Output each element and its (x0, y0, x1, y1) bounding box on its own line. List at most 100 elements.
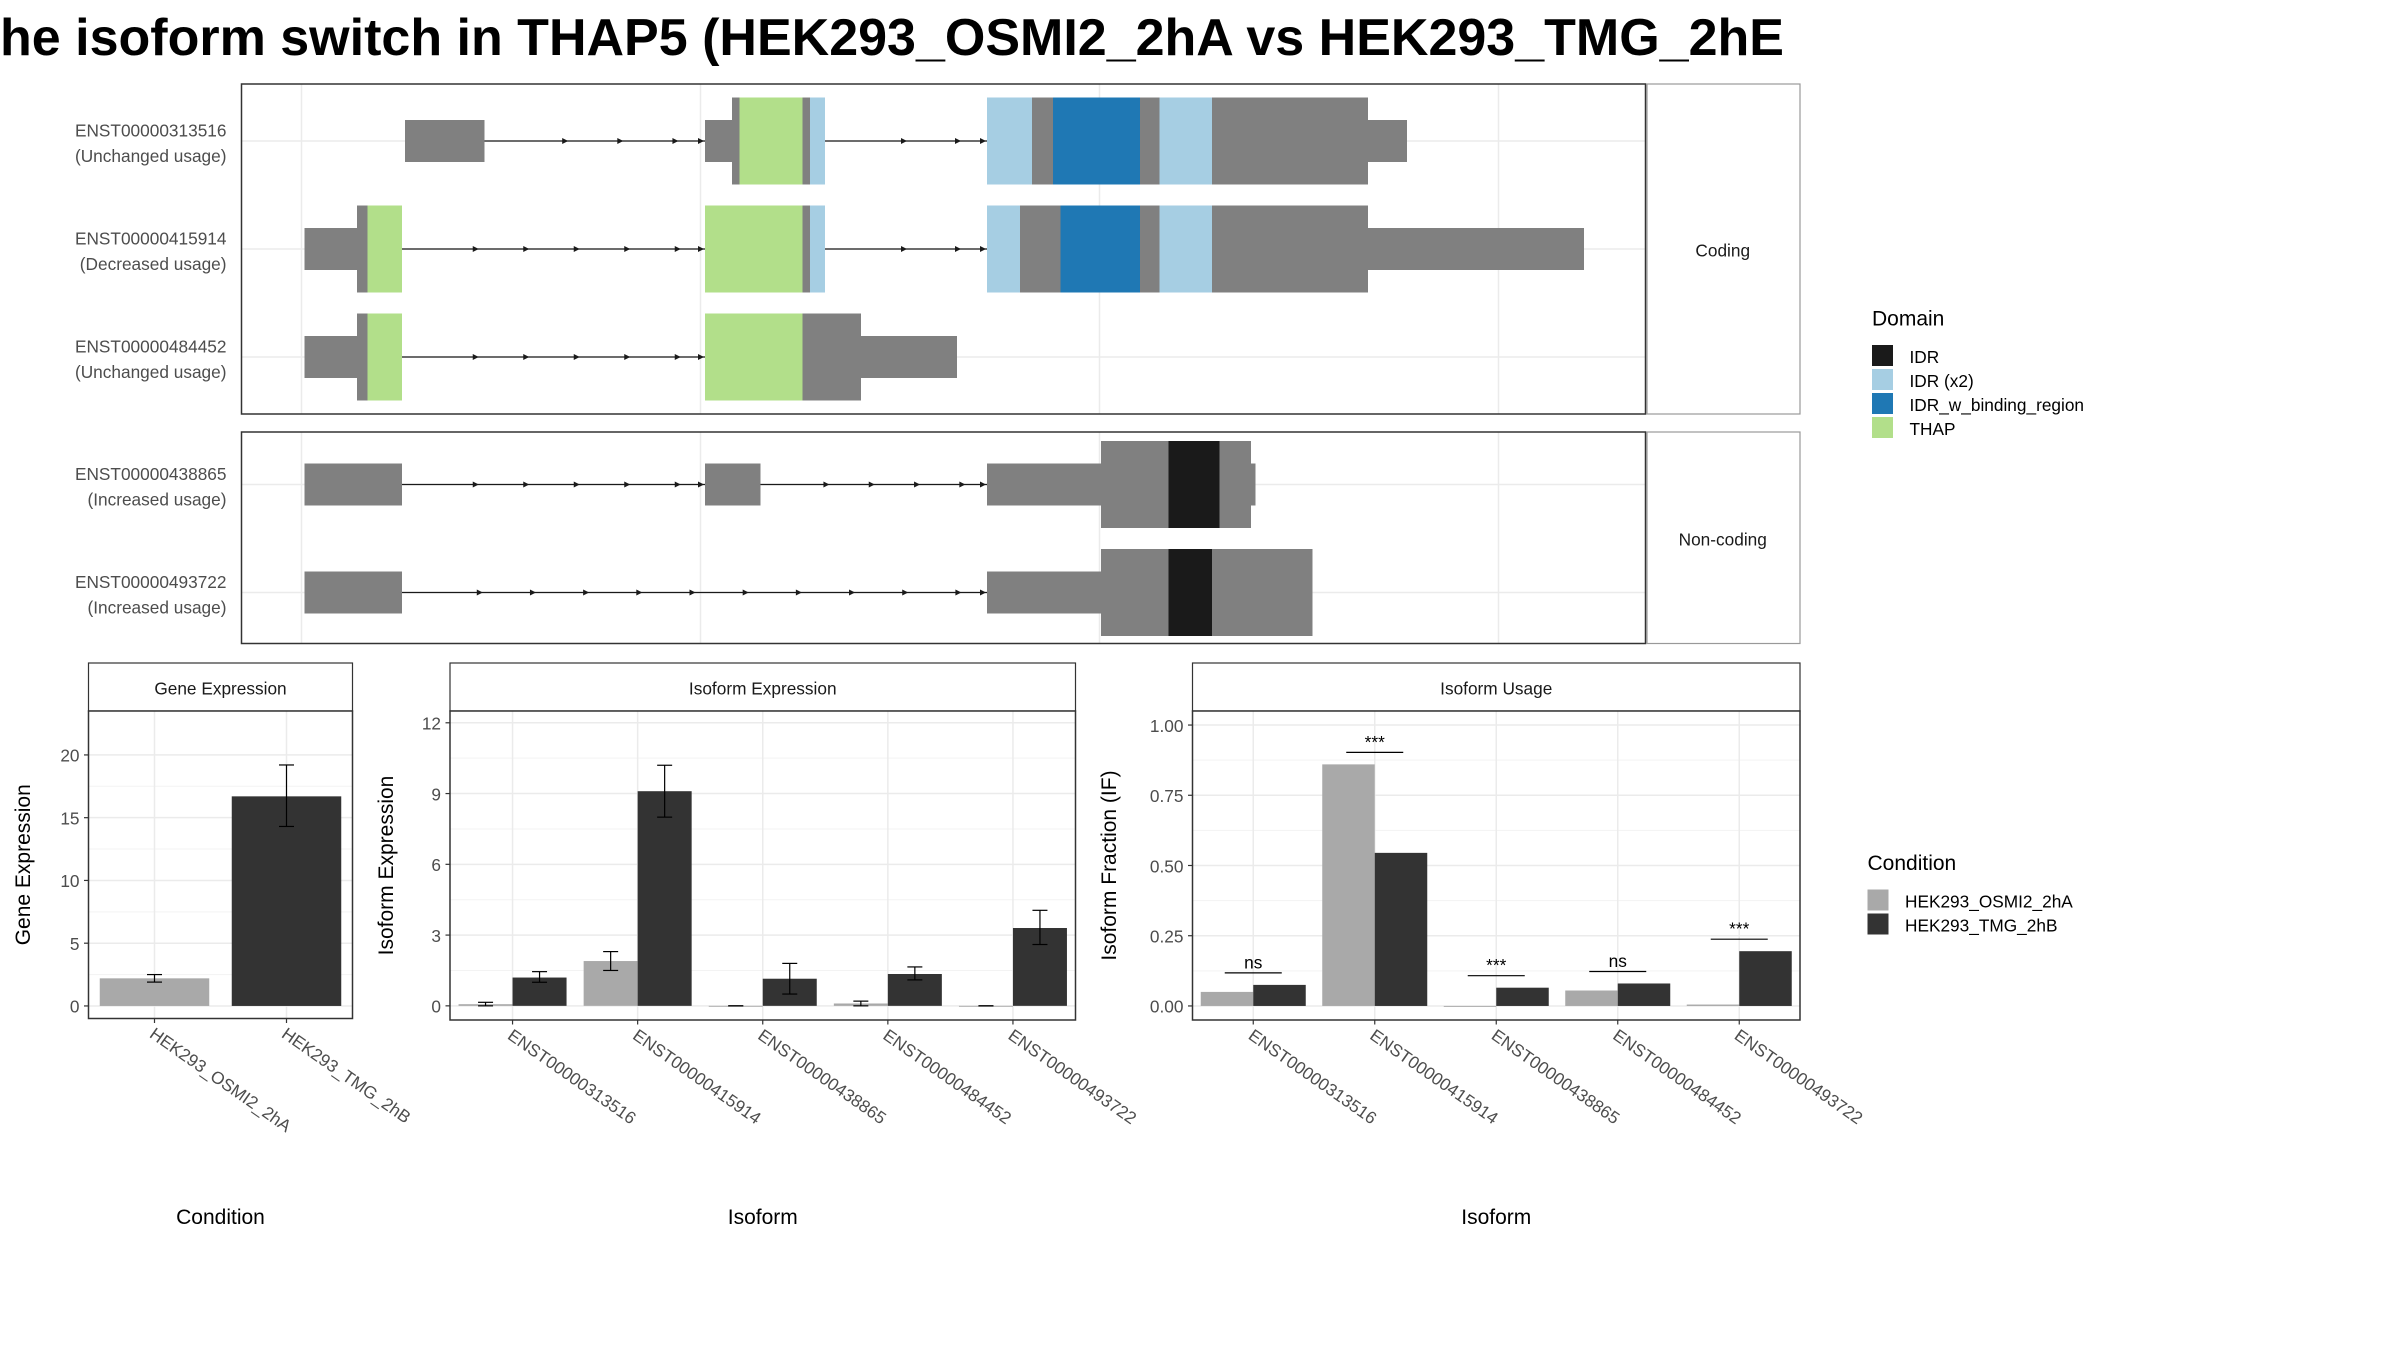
significance-label: ns (1244, 952, 1262, 972)
intron-arrow (523, 246, 530, 252)
intron-arrow (823, 481, 830, 488)
intron-arrow (698, 481, 704, 488)
intron-arrow (674, 481, 681, 488)
intron-arrow (959, 481, 966, 488)
intron-arrow (914, 481, 921, 488)
x-tick-label: ENST00000438865 (754, 1025, 890, 1128)
noncoding-exon (1368, 228, 1584, 270)
domain-thap (705, 313, 803, 401)
panel-strip (1191, 662, 1801, 712)
panel-border (240, 83, 1647, 415)
bar (1443, 1005, 1497, 1007)
isoform-structure-plot: Coding ENST00000313516(Unchanged usage) EN… (75, 83, 1801, 645)
intron-arrow (698, 138, 704, 144)
y-tick-label: 0 (431, 997, 441, 1017)
domain-idr-x2 (1159, 205, 1212, 293)
panel-strip (87, 662, 354, 712)
noncoding-exon (861, 336, 957, 378)
intron-arrow (672, 138, 679, 144)
intron-arrow (849, 589, 856, 596)
intron-arrow (624, 354, 631, 360)
x-tick-label: ENST00000484452 (1609, 1025, 1745, 1128)
isoform-expression-panel: Isoform Expression036912ENST00000313516E… (375, 662, 1140, 1229)
isoform-track-ENST00000493722: ENST00000493722 (Increased usage) (75, 549, 1313, 636)
intron-arrow (955, 246, 961, 252)
domain-thap (367, 205, 402, 293)
x-tick-label: ENST00000493722 (1731, 1025, 1867, 1128)
y-tick-label: 20 (60, 746, 79, 766)
isoform-track-ENST00000313516: ENST00000313516 (Unchanged usage) (75, 97, 1407, 185)
domain-idr-x2 (987, 205, 1020, 293)
y-tick-label: 12 (422, 714, 441, 734)
x-tick-label: ENST00000415914 (629, 1025, 765, 1129)
isoform-usage-label: (Decreased usage) (80, 254, 227, 274)
isoform-id-label: ENST00000493722 (75, 572, 227, 592)
domain-idr-x2 (810, 97, 825, 185)
panel-border (87, 710, 354, 1020)
intron-arrow (562, 138, 569, 144)
panel-border (240, 431, 1647, 645)
legend-key-swatch (1867, 889, 1889, 911)
intron-arrow (795, 589, 802, 596)
x-tick-label: HEK293_TMG_2hB (278, 1023, 414, 1127)
bar (1565, 990, 1618, 1006)
domain-thap (705, 205, 803, 293)
isoform-usage-label: (Unchanged usage) (75, 146, 227, 166)
structure-panel-non-coding: Non-coding ENST00000438865 (Increased usag… (75, 431, 1801, 645)
x-axis-title: Isoform (728, 1206, 798, 1229)
domain-idr-w-binding-region (1060, 205, 1140, 293)
y-tick-label: 15 (60, 808, 79, 828)
y-tick-label: 0 (70, 997, 80, 1017)
gene-expression-panel: Gene Expression 0 5 10 15 20 HEK293_OSMI2_2hAH… (12, 662, 415, 1229)
isoform-usage-panel: Isoform Usage 0.00 0.25 0.50 0.75 1.00 ns ENST0… (1098, 662, 1867, 1229)
significance-label: *** (1365, 732, 1385, 752)
panel-title: Isoform Usage (1440, 679, 1552, 699)
intron-arrow (476, 589, 483, 596)
intron-arrow (980, 481, 986, 488)
bar (1374, 852, 1428, 1006)
noncoding-exon (987, 571, 1101, 614)
panel-title: Gene Expression (154, 679, 286, 699)
panel-strip-label: Coding (1695, 241, 1750, 261)
legend-key-label: HEK293_TMG_2hB (1905, 916, 2057, 936)
panel-strip (449, 662, 1077, 712)
noncoding-exon (1368, 120, 1407, 162)
isoform-usage-label: (Increased usage) (87, 490, 226, 510)
x-tick-label: ENST00000415914 (1366, 1025, 1502, 1129)
bar (1617, 983, 1671, 1006)
intron-arrow (573, 354, 580, 360)
intron-arrow (955, 138, 961, 144)
significance-label: ns (1609, 951, 1627, 971)
panel-strip (1646, 83, 1801, 415)
domain-legend-title: Domain (1872, 308, 1944, 331)
isoform-id-label: ENST00000415914 (75, 229, 227, 249)
noncoding-exon (1251, 463, 1256, 506)
legend-key-swatch (1867, 913, 1889, 935)
legend-key-swatch (1872, 417, 1893, 438)
y-tick-label: 0.75 (1150, 786, 1184, 806)
bar (1686, 1004, 1740, 1006)
legend-key-label: HEK293_OSMI2_2hA (1905, 892, 2073, 912)
y-axis-title: Isoform Fraction (IF) (1098, 770, 1121, 960)
legend-key-label: THAP (1910, 419, 1956, 439)
y-tick-label: 0.50 (1150, 856, 1184, 876)
intron-arrow (472, 246, 479, 252)
noncoding-exon (304, 571, 402, 614)
intron-arrow (573, 246, 580, 252)
intron-arrow (674, 246, 681, 252)
x-tick-label: ENST00000438865 (1488, 1025, 1624, 1128)
intron-arrow (980, 246, 986, 252)
domain-thap (367, 313, 402, 401)
domain-idr (1168, 549, 1212, 636)
x-tick-label: ENST00000313516 (504, 1025, 640, 1128)
legend-key-swatch (1872, 369, 1893, 390)
intron-arrow (980, 589, 986, 596)
x-axis-title: Condition (176, 1206, 265, 1229)
y-tick-label: 9 (431, 784, 441, 804)
y-tick-label: 6 (431, 855, 441, 875)
legend-key-label: IDR (1910, 347, 1940, 367)
panel-strip (1646, 431, 1801, 645)
intron-arrow (698, 246, 704, 252)
noncoding-exon (304, 463, 402, 506)
